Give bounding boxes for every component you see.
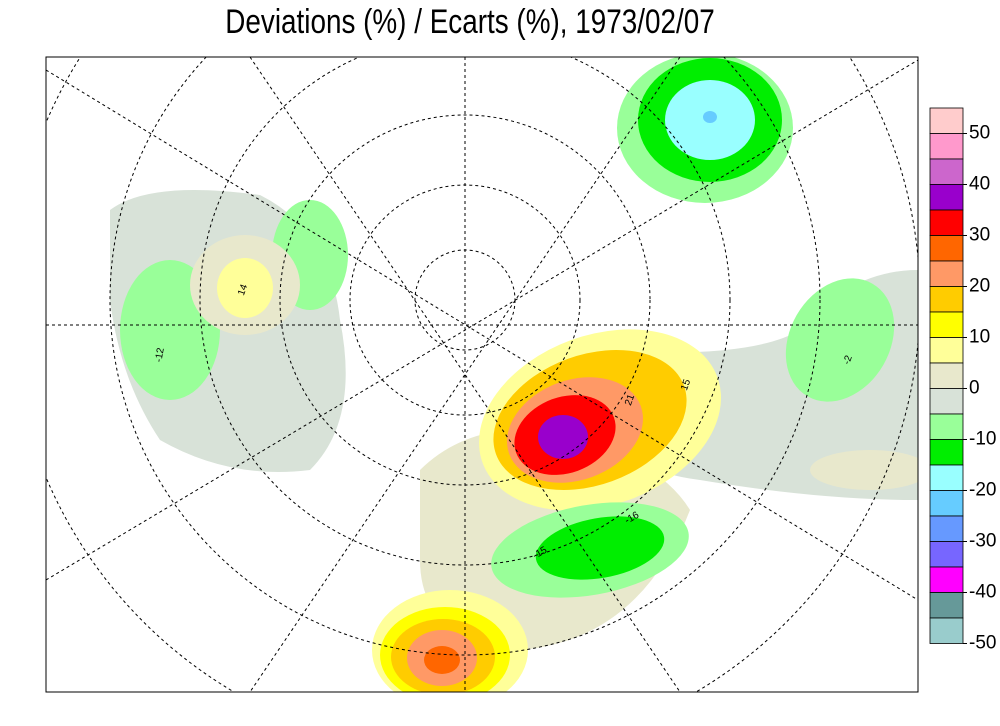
color-swatch <box>929 133 964 160</box>
graticule <box>249 57 681 692</box>
region <box>535 516 665 580</box>
tick-label: 40 <box>969 174 990 195</box>
tick-label: 10 <box>969 327 990 348</box>
tick-label: -40 <box>969 582 996 603</box>
tick-label: 0 <box>969 378 980 399</box>
color-swatch <box>929 286 964 313</box>
graticule <box>46 59 918 581</box>
color-swatch <box>929 337 964 364</box>
region <box>703 111 717 123</box>
contour-label: -12 <box>153 347 166 364</box>
graticule <box>46 69 918 601</box>
color-swatch <box>929 617 964 644</box>
color-swatch <box>929 388 964 415</box>
color-swatch <box>929 311 964 338</box>
color-swatch <box>929 184 964 211</box>
chart-title: Deviations (%) / Ecarts (%), 1973/02/07 <box>225 2 714 40</box>
color-swatch <box>929 515 964 542</box>
color-swatch <box>929 235 964 262</box>
color-swatch <box>929 464 964 491</box>
graticule <box>249 57 681 692</box>
contour-label: 21 <box>623 393 637 408</box>
map-frame <box>45 56 919 693</box>
tick-label: 50 <box>969 123 990 144</box>
color-swatch <box>929 541 964 568</box>
color-swatch <box>929 490 964 517</box>
color-swatch <box>929 592 964 619</box>
color-swatch <box>929 107 964 134</box>
tick-label: 20 <box>969 276 990 297</box>
tick-label: 30 <box>969 225 990 246</box>
colorbar: 50 40 30 20 10 0 -10 -20 -30 -40 -50 <box>929 107 996 654</box>
color-swatch <box>929 362 964 389</box>
graticule <box>199 57 731 566</box>
region <box>424 646 460 674</box>
region <box>217 258 273 318</box>
tick-label: -30 <box>969 531 996 552</box>
graticule <box>109 57 821 656</box>
color-swatch <box>929 413 964 440</box>
color-swatch <box>929 566 964 593</box>
color-swatch <box>929 439 964 466</box>
region <box>810 450 918 490</box>
tick-label: -20 <box>969 480 996 501</box>
region <box>538 415 588 459</box>
contour-label: 15 <box>679 378 693 393</box>
region <box>785 278 895 402</box>
tick-label: -50 <box>969 633 996 654</box>
map <box>46 57 918 692</box>
color-swatch <box>929 260 964 287</box>
color-swatch <box>929 158 964 185</box>
color-swatch <box>929 209 964 236</box>
tick-label: -10 <box>969 429 996 450</box>
contour-label: -2 <box>841 354 855 367</box>
contour-label: 14 <box>236 283 250 298</box>
